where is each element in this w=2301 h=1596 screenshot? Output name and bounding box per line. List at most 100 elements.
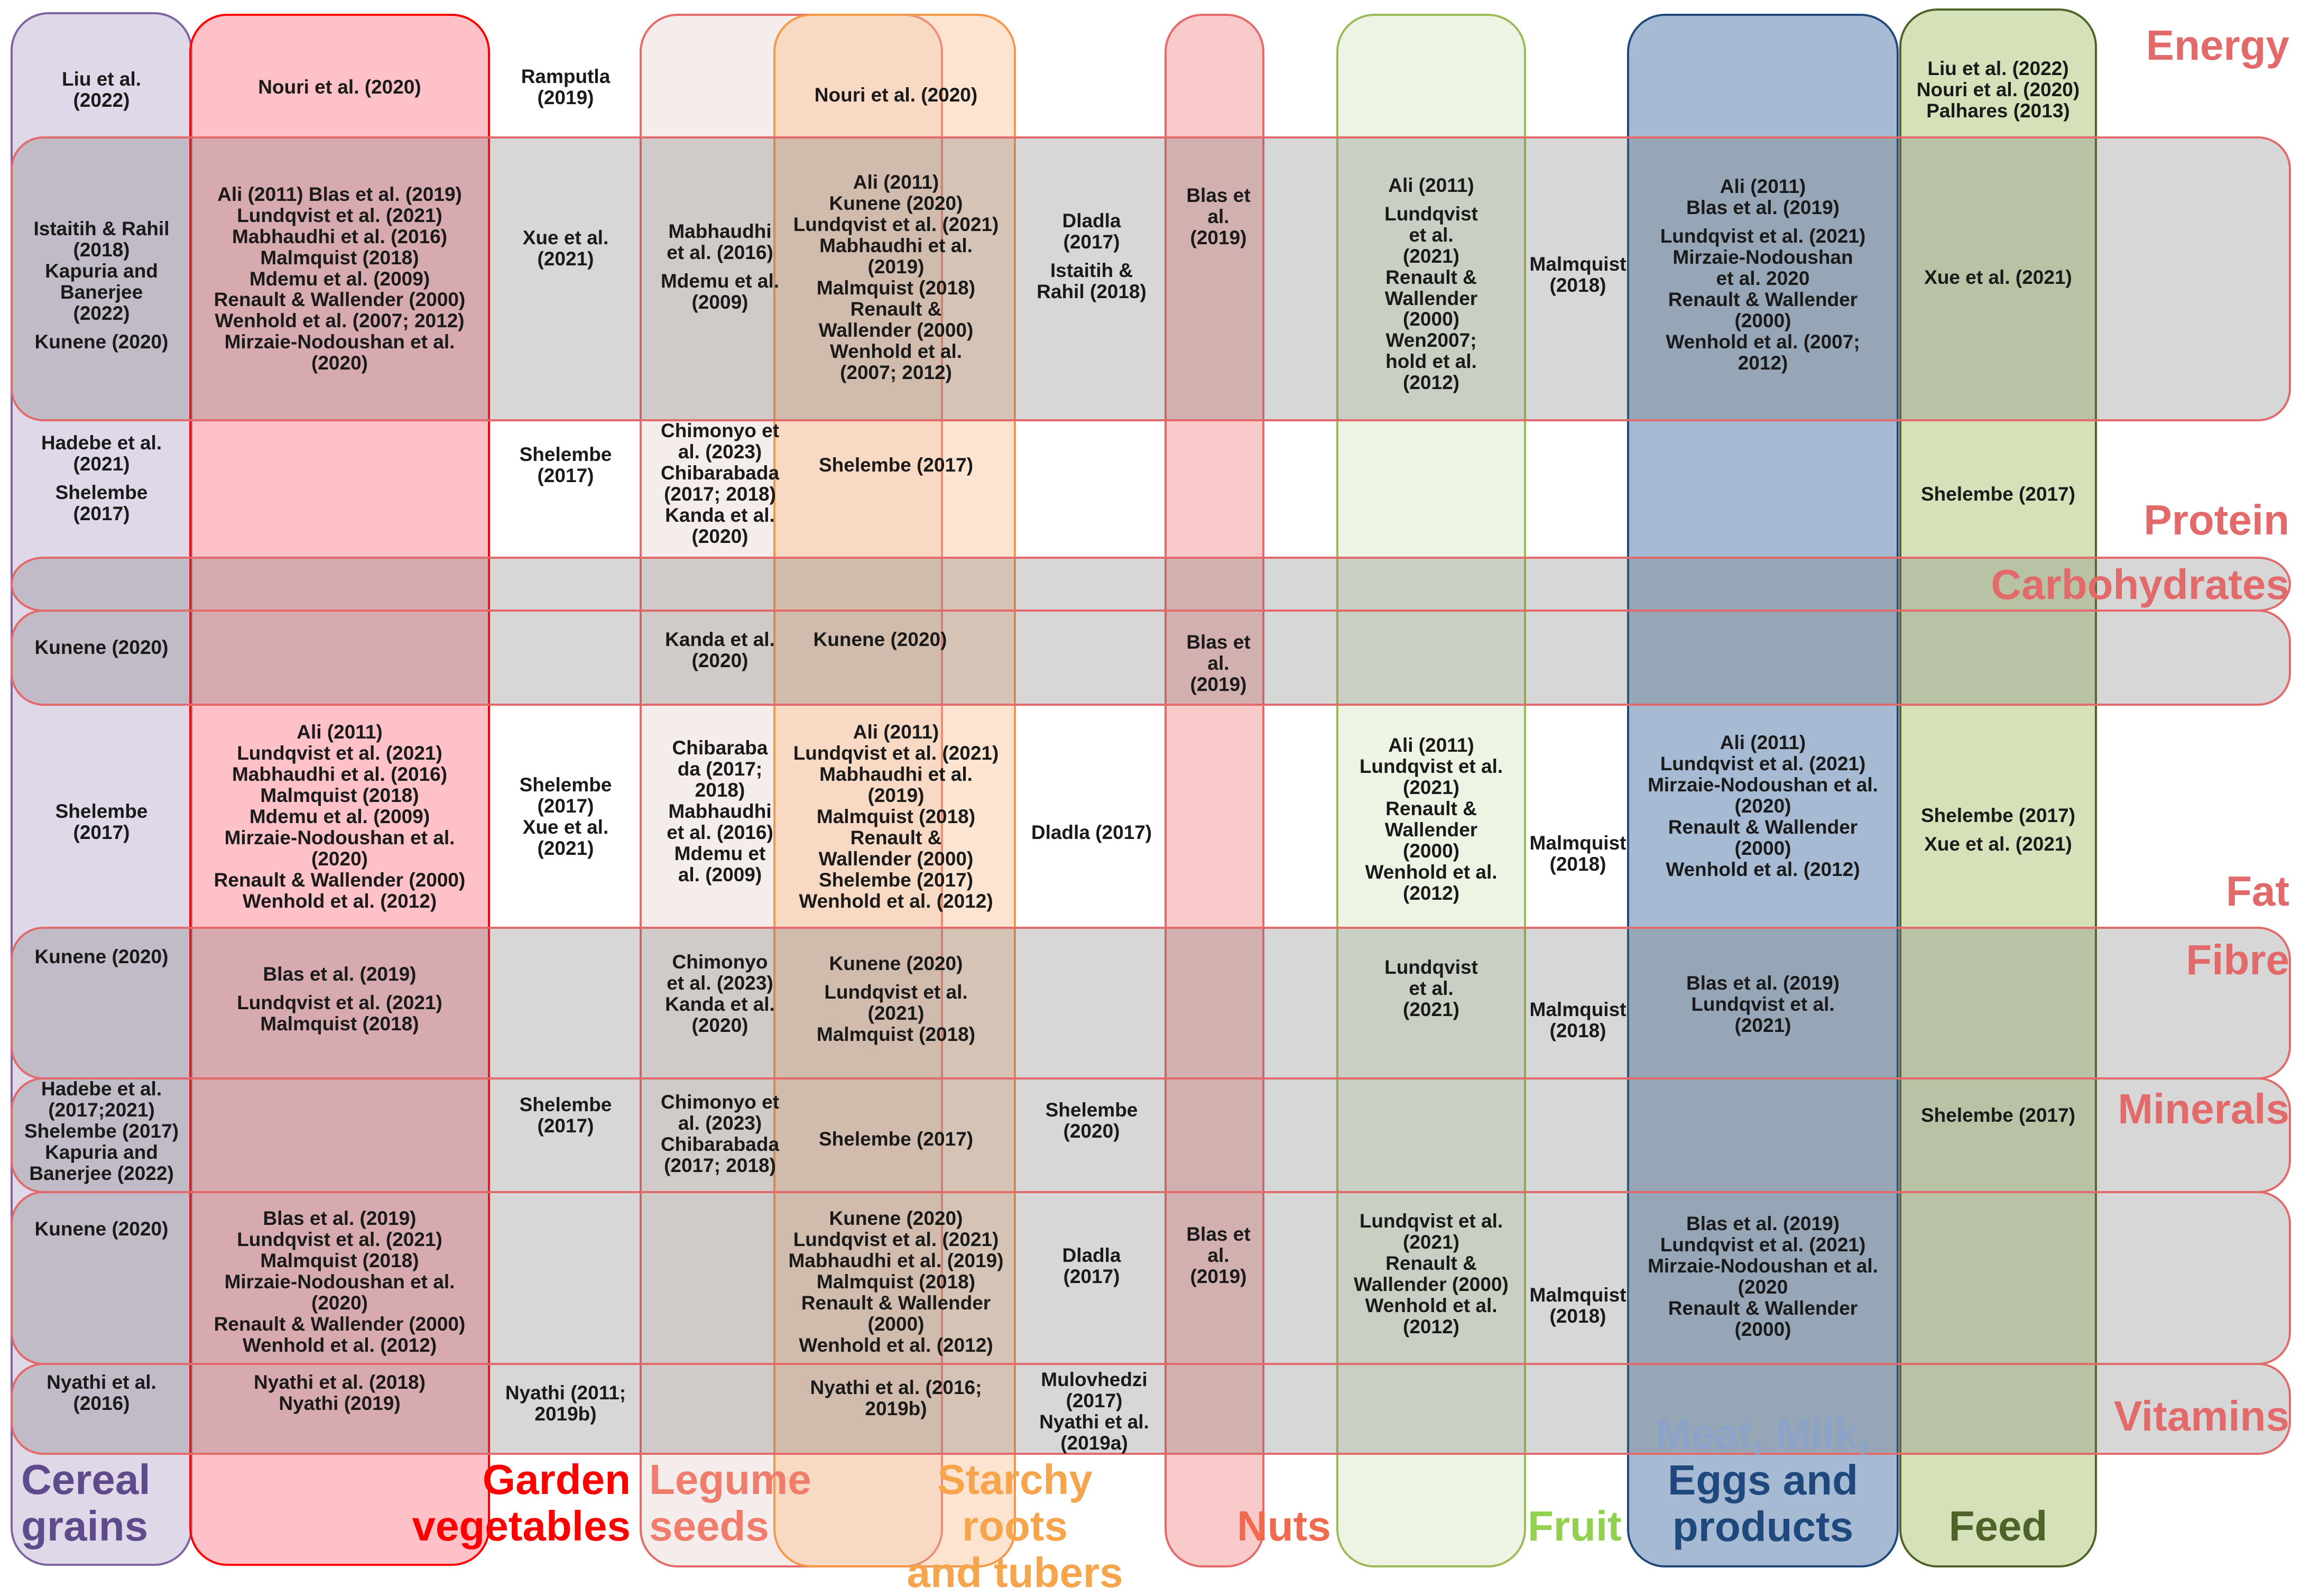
citation-line: Mirzaie-Nodoushan et al. [224,331,455,353]
citation-line: Shelembe (2017) [1920,1104,2076,1127]
citation-line: Nouri et al. (2020) [1916,79,2080,101]
citation-cell: Mulovhedzi (2017) Nyathi et al. (2019a) [1015,1364,1173,1459]
citation-line: da (2017; [677,758,763,780]
citation-line: Shelembe [519,774,612,796]
citation-line: (2020) [1063,1120,1120,1142]
citation-cell: Nyathi et al. (2016) [12,1361,191,1425]
citation-line: (2018) [1549,1020,1606,1041]
citation-line: Mabhaudhi et al. (2016) [232,225,448,247]
citation-line: Ali (2011) Blas et al. (2019) [217,183,462,205]
citation-line: Wen2007; [1385,329,1477,352]
column-box-nuts [1165,14,1264,1567]
citation-line: Malmquist (2018) [816,1271,976,1293]
citation-line: Blas et al. (2019) [263,963,417,985]
citation-line: Kunene (2020) [34,1218,169,1240]
citation-cell: Ali (2011) Lundqvist et al. (2021) Renault … [1337,719,1525,920]
citation-cell: Dladla (2017) [1015,814,1168,851]
citation-line: Kunene (2020) [829,1207,963,1230]
citation-line: (2016) [73,1392,130,1414]
citation-cell: Dladla (2017) Istaitih & Rahil (2018) [1015,182,1168,330]
citation-line: Ali (2011) [1388,174,1474,196]
citation-line: (2017) [73,502,130,524]
citation-cell: Nyathi et al. (2018) Nyathi (2019) [190,1364,489,1422]
citation-line: Shelembe [519,1094,612,1116]
citation-line: Hadebe et al. [41,1078,162,1100]
citation-cell: Chibaraba da (2017; 2018) Mabhaudhi et al. (… [641,706,799,917]
citation-line: Chibarabada [660,462,780,484]
citation-line: Nouri et al. (2020) [814,84,978,106]
citation-line: Banerjee (2022) [29,1162,174,1184]
citation-line: et al. (2016) [667,821,773,843]
citation-line: Kunene (2020) [34,636,169,659]
citation-line: Mabhaudhi et al. [819,763,973,786]
citation-line: (2020 [1738,1276,1788,1298]
citation-line: Istaitih & Rahil [33,218,170,240]
citation-line: Kanda et al. [665,993,775,1015]
citation-cell: Shelembe (2017) [489,431,642,500]
column-label-feed: Feed [1900,1503,2096,1549]
citation-line: (2017) [1063,231,1120,253]
citation-line [99,475,104,482]
column-label-garden: Garden vegetables [412,1456,631,1549]
citation-line: Xue et al. (2021) [1924,833,2072,855]
citation-line: Renault & [1385,1252,1477,1275]
citation-line: Shelembe (2017) [818,869,974,891]
citation-cell: Ali (2011) Blas et al. (2019) Lundqvist e… [1628,143,1898,407]
citation-line: Wenhold et al. [1365,1294,1498,1316]
column-box-meat [1627,14,1899,1567]
row-label-minerals: Minerals [2118,1085,2289,1132]
citation-line: Mdemu et al. [660,270,780,292]
row-label-vitamins: Vitamins [2114,1392,2289,1440]
citation-line: Nyathi et al. [1039,1411,1149,1433]
citation-line: Malmquist [1529,253,1627,275]
row-band [11,557,2291,612]
citation-line: 2019b) [865,1398,927,1419]
citation-line: Mirzaie-Nodoushan et al. [224,826,455,848]
citation-line: Mabhaudhi [668,800,772,823]
column-label-line: Legume [649,1456,811,1503]
citation-line: Dladla [1062,1244,1121,1267]
citation-cell: Shelembe (2017) [1900,476,2096,513]
citation-line: Malmquist (2018) [260,1012,419,1035]
citation-cell: Chimonyo et al. (2023) Chibarabada (2017; 2… [641,1081,799,1187]
citation-line: Lundqvist et al. (2021) [793,742,999,764]
citation-line: (2021) [537,248,594,270]
citation-line: Wenhold et al. (2012) [1666,858,1860,880]
citation-line: Lundqvist et al. (2021) [1660,225,1866,247]
citation-line: Istaitih & [1050,260,1133,281]
citation-line: Malmquist (2018) [260,785,419,807]
citation-line: Mabhaudhi [668,220,772,243]
citation-line: (2020) [691,525,748,547]
citation-line: (2000) [1734,309,1791,331]
citation-line [1089,253,1094,260]
citation-line: (2019) [1190,226,1247,248]
citation-line: (2020) [691,650,748,671]
citation-line: Malmquist (2018) [816,806,976,828]
citation-line: Kapuria and [45,260,158,282]
citation-cell: Lundqvist et al. (2021) Renault & Wallender… [1337,1195,1525,1353]
column-box-legume [640,14,943,1567]
column-label-line: vegetables [412,1502,631,1549]
citation-line: (2017; 2018) [664,483,776,505]
column-box-feed [1899,8,2097,1567]
citation-cell: Chimonyo et al. (2023) Chibarabada (2017; 2… [641,412,799,555]
citation-line: Xue et al. [522,227,609,249]
citation-line: Chimonyo et [660,420,780,442]
citation-line: Lundqvist [1384,202,1478,225]
citation-line: Shelembe (2017) [818,454,974,476]
citation-line: Mirzaie-Nodoushan et al. [224,1271,455,1293]
citation-line [1428,196,1434,204]
citation-line: (2017) [537,465,594,486]
citation-line: (2000) [1734,837,1791,859]
citation-line: Lundqvist et al. (2021) [237,992,442,1014]
citation-line: (2019) [1190,673,1247,695]
citation-line: Lundqvist et al. (2021) [793,214,999,236]
citation-line: Mdemu et [674,842,766,864]
citation-line: (2020) [691,1014,748,1036]
column-label-line: seeds [649,1502,769,1549]
citation-line: Wallender (2000) [818,319,974,341]
citation-line: 2019b) [534,1403,597,1425]
citation-cell: Shelembe (2017) Xue et al. (2021) [1900,788,2096,872]
citation-line: (2019) [537,87,594,108]
column-label-cereal: Cereal grains [21,1456,151,1549]
